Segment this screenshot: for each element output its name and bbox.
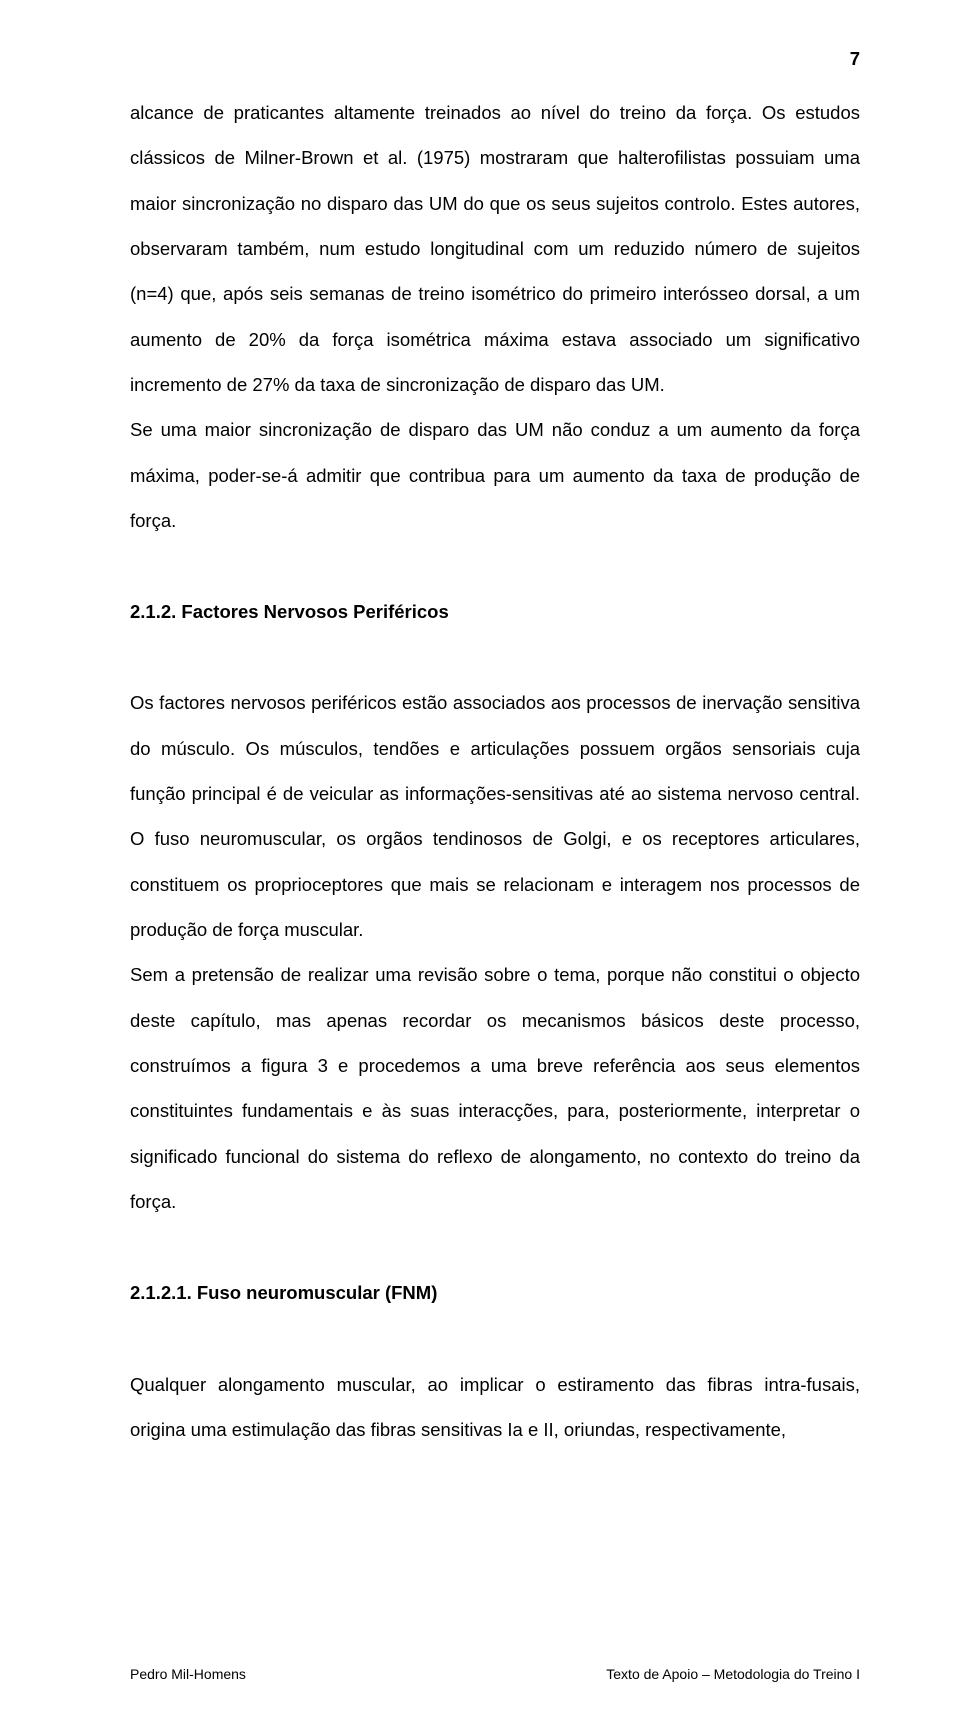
section-heading: 2.1.2. Factores Nervosos Periféricos [130,589,860,634]
page-content: alcance de praticantes altamente treinad… [130,90,860,1452]
body-paragraph: alcance de praticantes altamente treinad… [130,90,860,407]
page-footer: Pedro Mil-Homens Texto de Apoio – Metodo… [130,1666,860,1682]
body-paragraph: Qualquer alongamento muscular, ao implic… [130,1362,860,1453]
page-number: 7 [850,48,860,70]
body-paragraph: Os factores nervosos periféricos estão a… [130,680,860,952]
subsection-heading: 2.1.2.1. Fuso neuromuscular (FNM) [130,1270,860,1315]
body-paragraph: Se uma maior sincronização de disparo da… [130,407,860,543]
footer-author: Pedro Mil-Homens [130,1666,246,1682]
body-paragraph: Sem a pretensão de realizar uma revisão … [130,952,860,1224]
footer-title: Texto de Apoio – Metodologia do Treino I [606,1666,860,1682]
